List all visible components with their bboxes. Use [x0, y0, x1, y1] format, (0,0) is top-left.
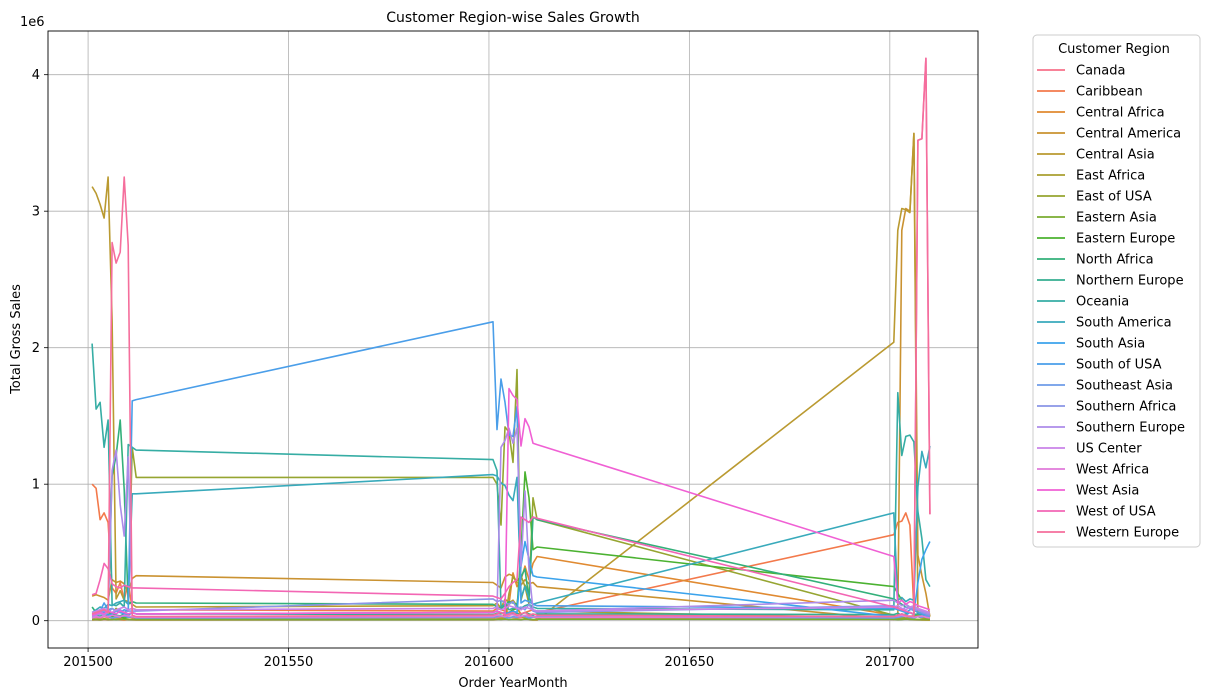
series-line-west-of-usa — [91, 57, 931, 615]
legend-label: Western Europe — [1076, 526, 1179, 541]
legend-label: West of USA — [1076, 505, 1156, 520]
legend-label: Northern Europe — [1076, 274, 1184, 289]
y-tick-label: 1 — [32, 478, 40, 493]
legend: Customer Region Canada Caribbean Central A… — [1032, 34, 1201, 548]
legend-label: West Asia — [1076, 484, 1139, 499]
x-tick-label: 201650 — [665, 655, 715, 670]
legend-label: West Africa — [1076, 463, 1149, 478]
legend-label: US Center — [1076, 442, 1142, 457]
legend-title: Customer Region — [1058, 42, 1170, 57]
legend-frame — [1032, 34, 1201, 548]
legend-label: Oceania — [1076, 295, 1129, 310]
series-line-southern-europe — [91, 427, 931, 618]
x-tick-label: 201600 — [464, 655, 514, 670]
legend-label: Canada — [1076, 64, 1125, 79]
legend-label: Central Asia — [1076, 148, 1155, 163]
legend-label: Eastern Asia — [1076, 211, 1157, 226]
y-axis-label: Total Gross Sales — [9, 284, 24, 395]
series-line-central-america — [91, 132, 931, 621]
series-line-us-center — [91, 604, 931, 614]
series-line-western-europe — [91, 57, 931, 618]
legend-label: Southern Africa — [1076, 400, 1176, 415]
series-line-eastern-asia — [92, 618, 930, 621]
chart-title: Customer Region-wise Sales Growth — [386, 10, 640, 26]
series-line-west-asia — [91, 387, 931, 616]
legend-label: North Africa — [1076, 253, 1154, 268]
legend-label: South America — [1076, 316, 1172, 331]
plot-frame — [47, 30, 979, 649]
y-tick-label: 0 — [32, 614, 40, 629]
series-layer — [91, 57, 931, 621]
series-line-south-america — [91, 445, 931, 614]
legend-label: South Asia — [1076, 337, 1145, 352]
x-axis-label: Order YearMonth — [458, 676, 567, 691]
y-multiplier-label: 1e6 — [20, 15, 45, 30]
legend-label: East of USA — [1076, 190, 1152, 205]
legend-label: South of USA — [1076, 358, 1162, 373]
legend-label: East Africa — [1076, 169, 1145, 184]
x-axis: 201500 201550 201600 201650 201700 — [63, 648, 915, 670]
legend-label: Southern Europe — [1076, 421, 1185, 436]
y-tick-label: 3 — [32, 205, 40, 220]
legend-label: Southeast Asia — [1076, 379, 1173, 394]
x-tick-label: 201700 — [865, 655, 915, 670]
legend-label: Central America — [1076, 127, 1181, 142]
y-tick-label: 4 — [32, 68, 40, 83]
y-tick-label: 2 — [32, 341, 40, 356]
x-tick-label: 201550 — [264, 655, 314, 670]
legend-label: Eastern Europe — [1076, 232, 1175, 247]
legend-label: Caribbean — [1076, 85, 1143, 100]
x-tick-label: 201500 — [63, 655, 113, 670]
legend-items: Canada Caribbean Central Africa Central Ame… — [1037, 64, 1185, 541]
legend-label: Central Africa — [1076, 106, 1165, 121]
y-axis: 0 1 2 3 4 — [32, 68, 48, 629]
